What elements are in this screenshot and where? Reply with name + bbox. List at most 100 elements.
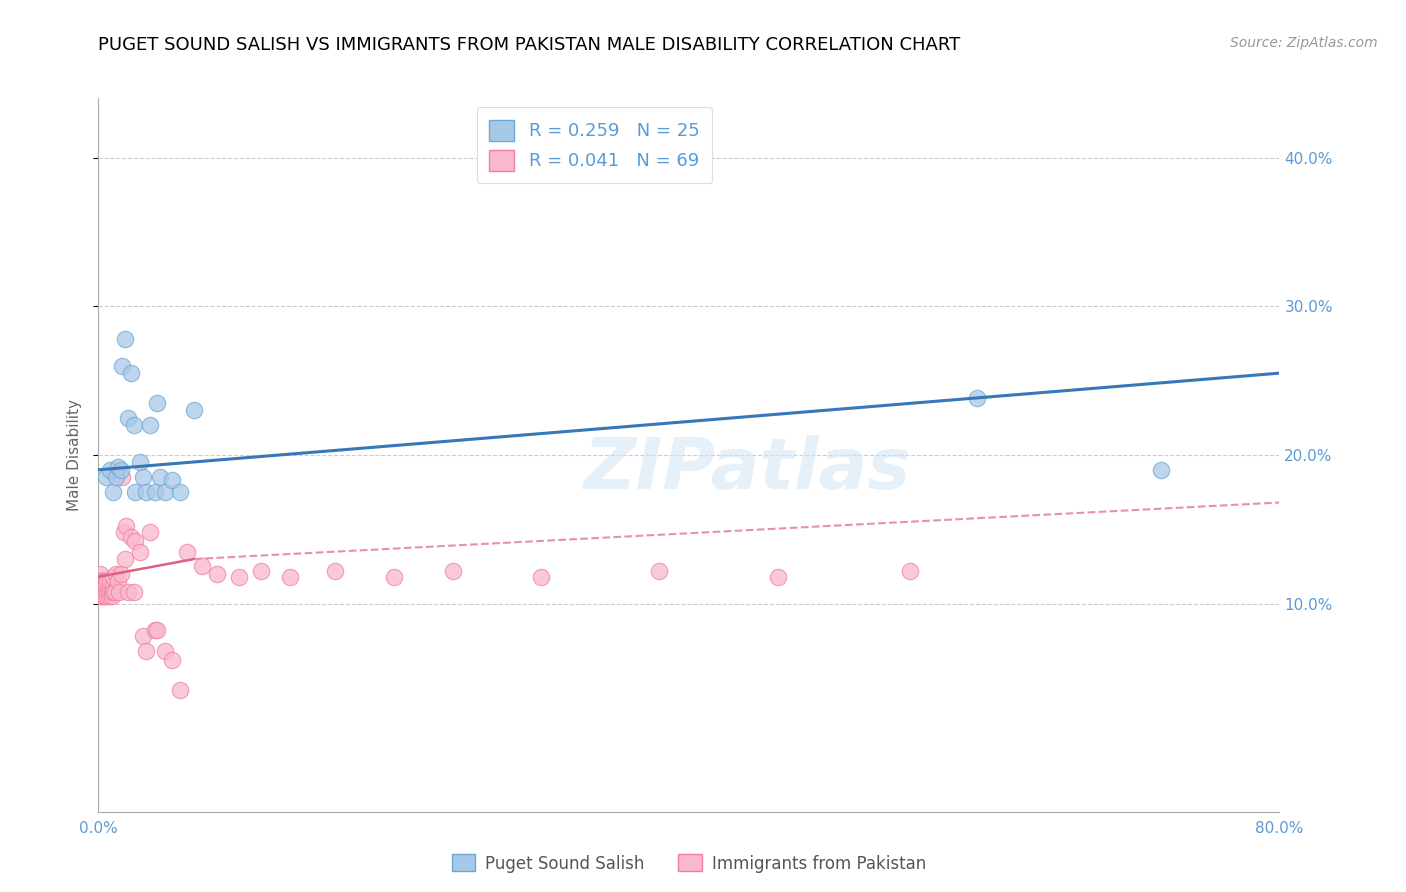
Point bbox=[132, 629, 155, 643]
Point bbox=[103, 570, 125, 584]
Point bbox=[146, 624, 169, 638]
Legend: Puget Sound Salish, Immigrants from Pakistan: Puget Sound Salish, Immigrants from Paki… bbox=[446, 847, 932, 880]
Point bbox=[89, 566, 111, 581]
Point bbox=[91, 584, 114, 599]
Point bbox=[105, 566, 128, 581]
Point bbox=[89, 584, 111, 599]
Point bbox=[117, 410, 139, 425]
Point bbox=[90, 589, 112, 603]
Point bbox=[96, 584, 118, 599]
Point bbox=[191, 559, 214, 574]
Text: Source: ZipAtlas.com: Source: ZipAtlas.com bbox=[1230, 36, 1378, 50]
Point bbox=[94, 574, 117, 589]
Point bbox=[153, 644, 176, 658]
Point bbox=[124, 485, 146, 500]
Point bbox=[98, 463, 121, 477]
Point bbox=[149, 470, 172, 484]
Point bbox=[122, 418, 145, 433]
Point bbox=[90, 579, 112, 593]
Point bbox=[103, 579, 125, 593]
Point bbox=[183, 403, 205, 417]
Point bbox=[966, 392, 988, 406]
Point bbox=[97, 589, 120, 603]
Point bbox=[110, 566, 132, 581]
Point bbox=[93, 589, 115, 603]
Point bbox=[169, 485, 191, 500]
Point bbox=[169, 682, 191, 697]
Y-axis label: Male Disability: Male Disability bbox=[66, 399, 82, 511]
Point bbox=[89, 579, 111, 593]
Legend: R = 0.259   N = 25, R = 0.041   N = 69: R = 0.259 N = 25, R = 0.041 N = 69 bbox=[477, 107, 713, 183]
Point bbox=[228, 570, 250, 584]
Point bbox=[139, 525, 162, 540]
Point bbox=[100, 584, 122, 599]
Point bbox=[94, 579, 117, 593]
Point bbox=[530, 570, 553, 584]
Point bbox=[89, 574, 111, 589]
Point bbox=[98, 584, 121, 599]
Point bbox=[128, 544, 150, 558]
Point bbox=[143, 624, 166, 638]
Point bbox=[91, 584, 114, 599]
Point bbox=[205, 566, 228, 581]
Point bbox=[91, 579, 114, 593]
Point bbox=[648, 564, 671, 578]
Point bbox=[143, 485, 166, 500]
Point bbox=[98, 574, 121, 589]
Point bbox=[114, 332, 136, 346]
Point bbox=[93, 582, 115, 596]
Text: ZIPatlas: ZIPatlas bbox=[585, 434, 911, 504]
Point bbox=[382, 570, 405, 584]
Point bbox=[90, 584, 112, 599]
Point bbox=[114, 552, 136, 566]
Point bbox=[91, 574, 114, 589]
Point bbox=[94, 470, 117, 484]
Point bbox=[103, 584, 125, 599]
Point bbox=[122, 584, 145, 599]
Point bbox=[90, 584, 112, 599]
Point bbox=[162, 653, 183, 667]
Point bbox=[89, 589, 111, 603]
Point bbox=[766, 570, 789, 584]
Point bbox=[153, 485, 176, 500]
Point bbox=[108, 584, 131, 599]
Point bbox=[162, 473, 183, 487]
Point bbox=[120, 366, 142, 380]
Point bbox=[1150, 463, 1173, 477]
Point bbox=[111, 470, 134, 484]
Point bbox=[146, 396, 169, 410]
Point bbox=[132, 470, 155, 484]
Point bbox=[124, 534, 146, 549]
Point bbox=[900, 564, 922, 578]
Point bbox=[176, 544, 198, 558]
Point bbox=[441, 564, 464, 578]
Point bbox=[128, 455, 150, 469]
Point bbox=[135, 485, 157, 500]
Point bbox=[93, 574, 115, 589]
Point bbox=[107, 459, 129, 474]
Point bbox=[91, 589, 114, 603]
Point bbox=[90, 574, 112, 589]
Point bbox=[96, 574, 118, 589]
Point bbox=[97, 582, 120, 596]
Point bbox=[100, 589, 122, 603]
Point bbox=[94, 589, 117, 603]
Point bbox=[117, 584, 139, 599]
Point bbox=[104, 584, 127, 599]
Point bbox=[323, 564, 346, 578]
Point bbox=[103, 485, 125, 500]
Point bbox=[111, 359, 134, 373]
Point bbox=[110, 463, 132, 477]
Point bbox=[120, 530, 142, 544]
Point bbox=[90, 574, 112, 589]
Point bbox=[250, 564, 273, 578]
Point bbox=[107, 574, 129, 589]
Point bbox=[115, 519, 138, 533]
Point bbox=[112, 525, 135, 540]
Text: PUGET SOUND SALISH VS IMMIGRANTS FROM PAKISTAN MALE DISABILITY CORRELATION CHART: PUGET SOUND SALISH VS IMMIGRANTS FROM PA… bbox=[98, 36, 960, 54]
Point bbox=[105, 470, 128, 484]
Point bbox=[135, 644, 157, 658]
Point bbox=[139, 418, 162, 433]
Point bbox=[278, 570, 302, 584]
Point bbox=[94, 584, 117, 599]
